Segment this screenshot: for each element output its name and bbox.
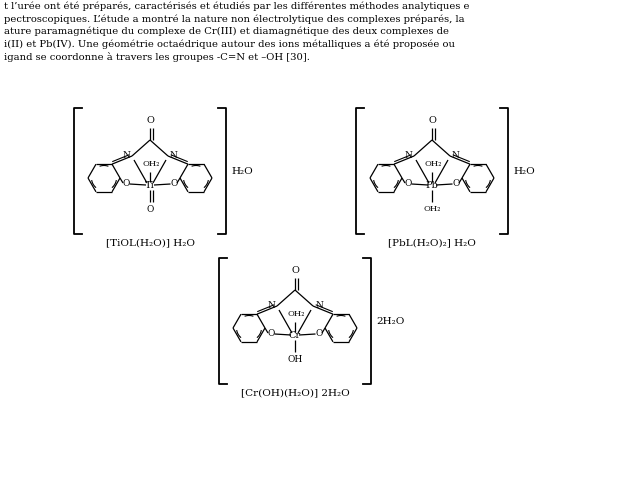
Text: O: O (428, 116, 436, 125)
Text: igand se coordonne à travers les groupes -C=N et –OH [30].: igand se coordonne à travers les groupes… (4, 52, 310, 62)
Text: O: O (452, 179, 460, 189)
Text: 2H₂O: 2H₂O (376, 316, 404, 326)
Text: N: N (122, 151, 130, 159)
Text: O: O (122, 179, 130, 189)
Text: O: O (146, 205, 154, 214)
Text: N: N (315, 300, 323, 310)
Text: [Cr(OH)(H₂O)] 2H₂O: [Cr(OH)(H₂O)] 2H₂O (241, 388, 350, 397)
Text: i(II) et Pb(IV). Une géométrie octaédrique autour des ions métalliques a été pro: i(II) et Pb(IV). Une géométrie octaédriq… (4, 39, 455, 49)
Text: H₂O: H₂O (513, 167, 535, 175)
Text: OH₂: OH₂ (424, 160, 441, 168)
Text: OH₂: OH₂ (423, 205, 441, 213)
Text: ature paramagnétique du complexe de Cr(III) et diamagnétique des deux complexes : ature paramagnétique du complexe de Cr(I… (4, 27, 449, 36)
Text: N: N (404, 151, 412, 159)
Text: OH₂: OH₂ (142, 160, 160, 168)
Text: OH: OH (287, 355, 302, 364)
Text: [TiOL(H₂O)] H₂O: [TiOL(H₂O)] H₂O (105, 238, 195, 247)
Text: pectroscopiques. L’étude a montré la nature non électrolytique des complexes pré: pectroscopiques. L’étude a montré la nat… (4, 15, 464, 24)
Text: O: O (170, 179, 178, 189)
Text: Pb: Pb (426, 181, 438, 191)
Text: Ti: Ti (145, 181, 155, 191)
Text: Cr: Cr (289, 331, 301, 341)
Text: O: O (404, 179, 412, 189)
Text: N: N (452, 151, 460, 159)
Text: H₂O: H₂O (231, 167, 253, 175)
Text: N: N (170, 151, 178, 159)
Text: O: O (267, 330, 275, 339)
Text: O: O (146, 116, 154, 125)
Text: O: O (291, 266, 299, 275)
Text: [PbL(H₂O)₂] H₂O: [PbL(H₂O)₂] H₂O (388, 238, 476, 247)
Text: O: O (315, 330, 323, 339)
Text: t l’urée ont été préparés, caractérisés et étudiés par les différentes méthodes : t l’urée ont été préparés, caractérisés … (4, 2, 470, 12)
Text: N: N (267, 300, 275, 310)
Text: OH₂: OH₂ (287, 310, 305, 318)
